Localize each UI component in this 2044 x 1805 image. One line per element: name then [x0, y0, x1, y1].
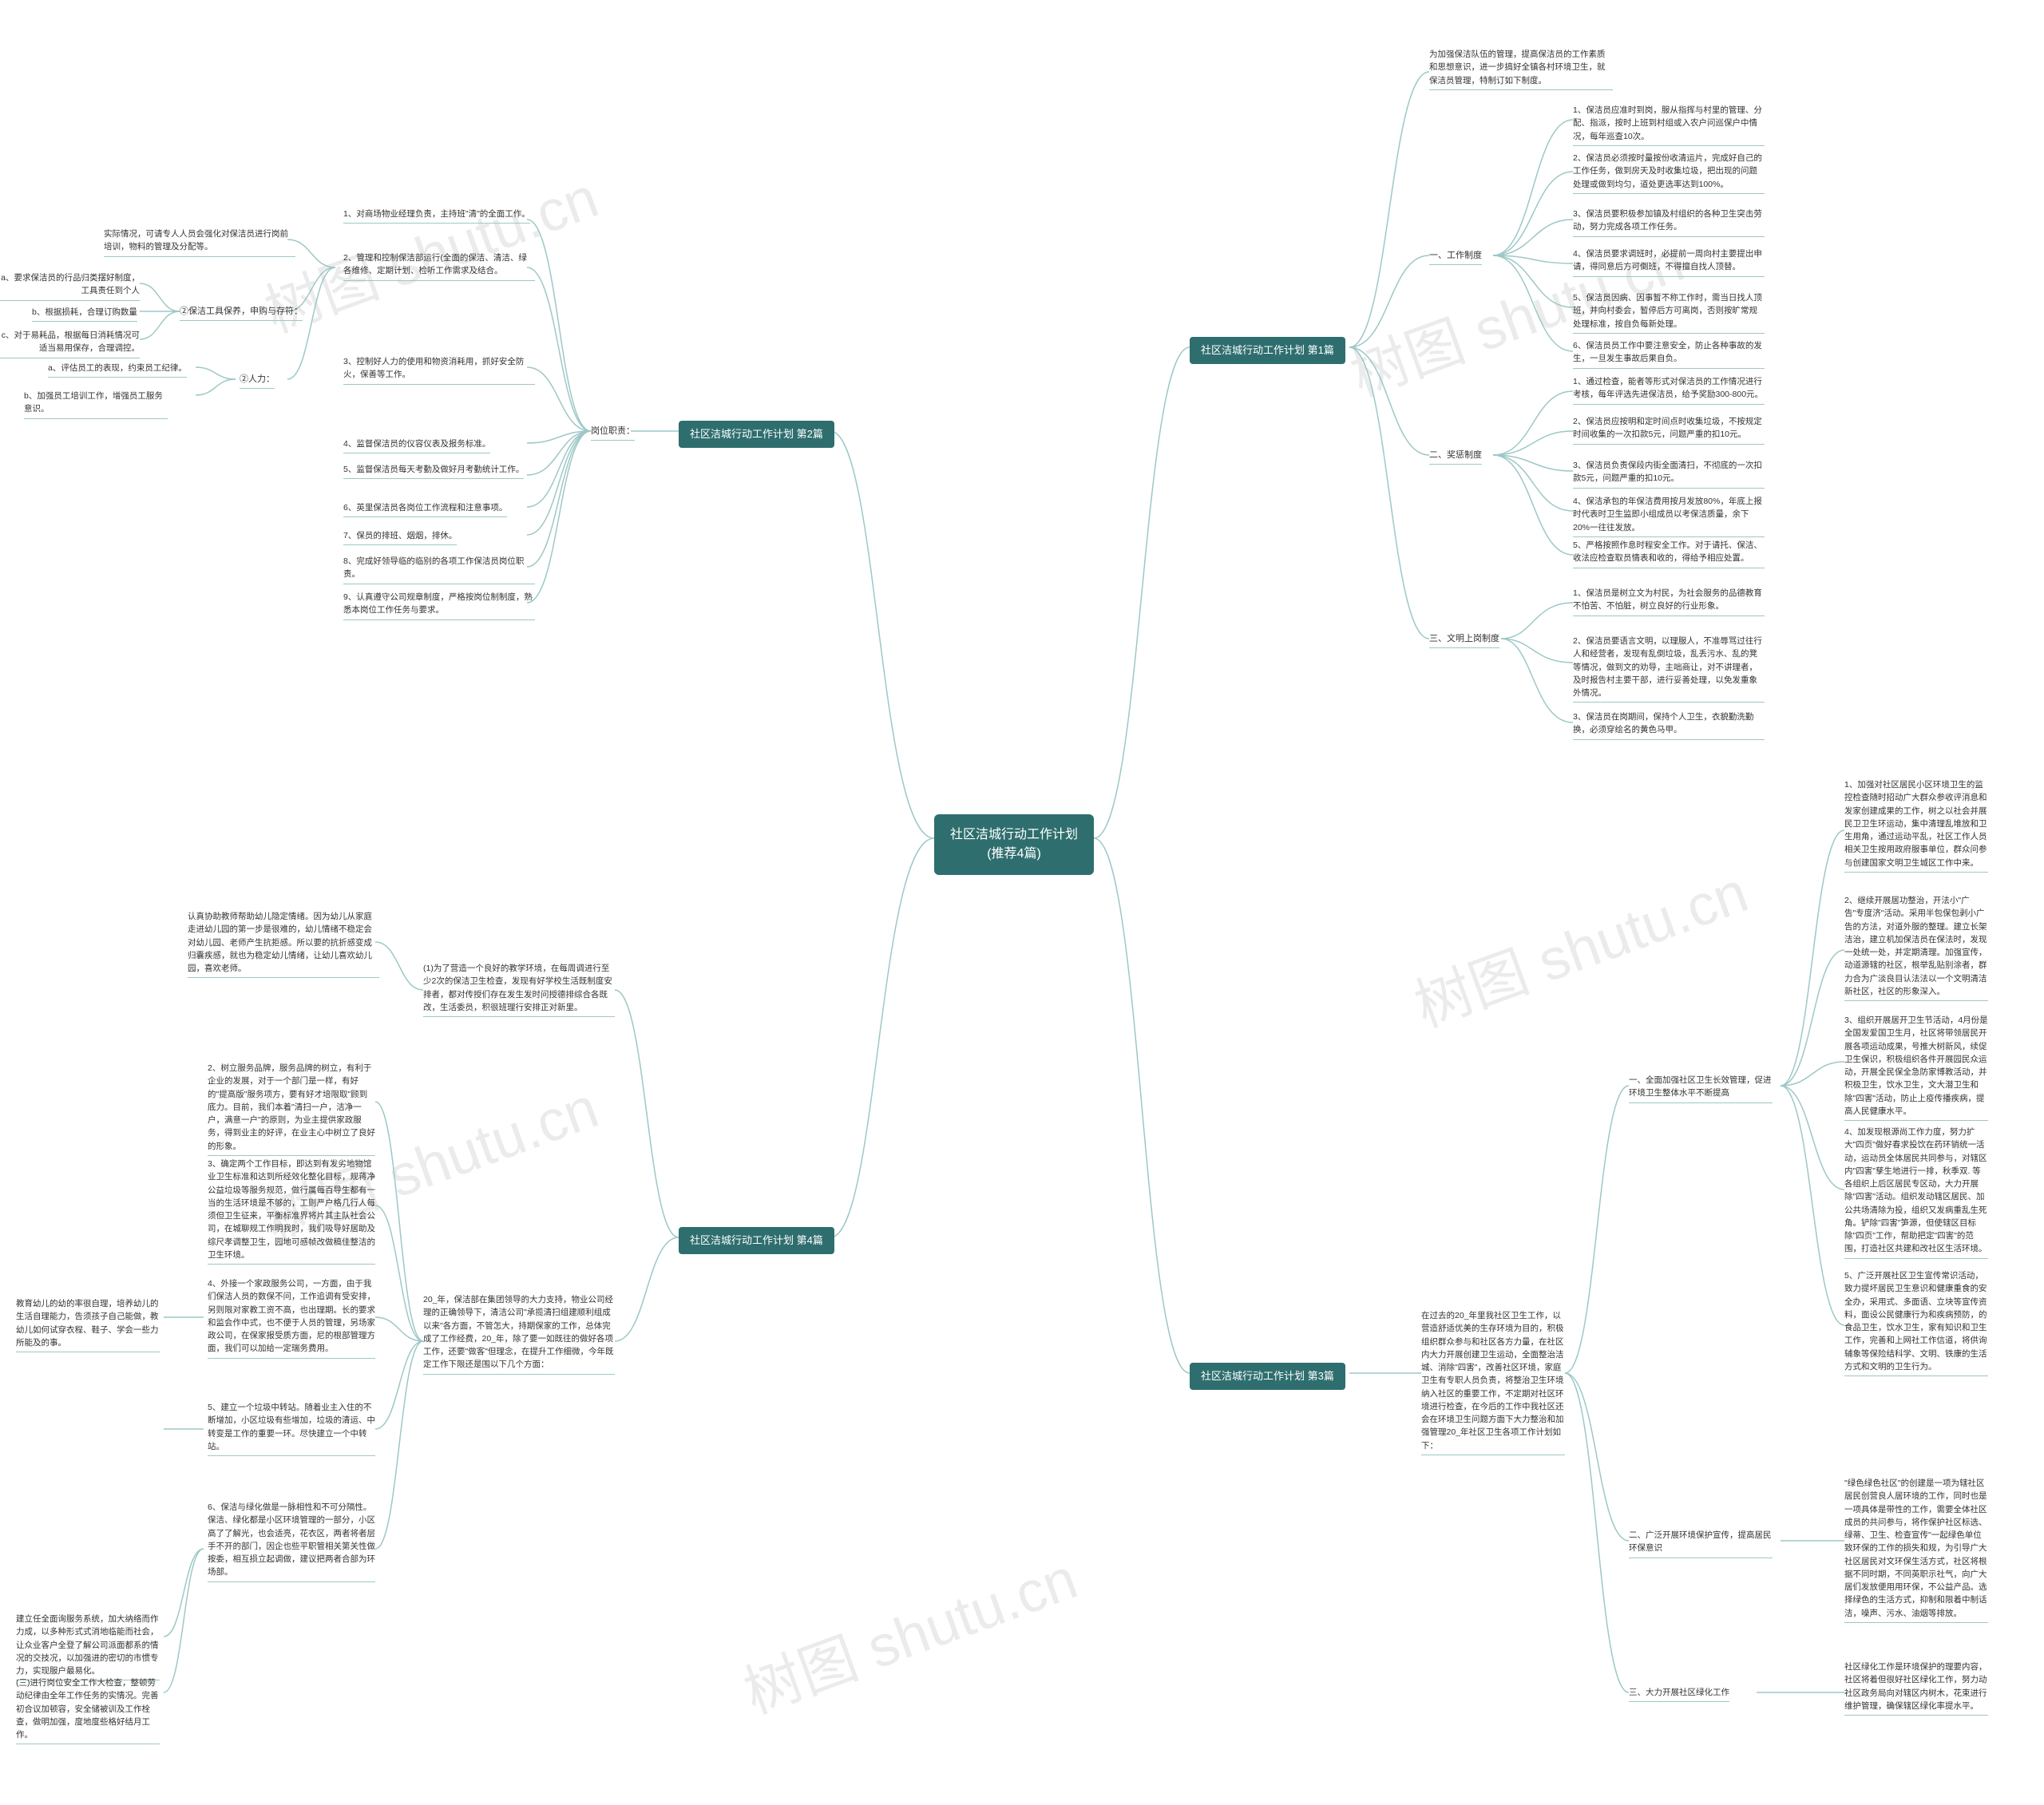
- b2-sub2c[interactable]: ②人力：: [240, 373, 275, 389]
- b3-s1-2: 2、继续开展居功整治，开法小"广告"专度济"活动。采用半包保包剥小广告的方法，对…: [1844, 894, 1988, 1001]
- b3-s1[interactable]: 一、全面加强社区卫生长效管理，促进环境卫生整体水平不断提高: [1629, 1074, 1773, 1103]
- b1-intro: 为加强保洁队伍的管理，提高保洁员的工作素质和思想意识，进一步搞好全镇各村环境卫生…: [1429, 48, 1613, 90]
- b2-1: 1、对商场物业经理负责，主持班"清"的全面工作。: [343, 208, 530, 224]
- b3-intro: 在过去的20_年里我社区卫生工作，以营造舒适优美的生存环境为目的，积极组织群众参…: [1421, 1309, 1565, 1455]
- b1-s1-4: 4、保洁员要求调班时，必提前一周向村主要提出申请，得同意后方可倒班，不得擅自找人…: [1573, 247, 1765, 277]
- branch-3[interactable]: 社区洁城行动工作计划 第3篇: [1190, 1363, 1345, 1390]
- b3-s3-text: 社区绿化工作是环境保护的理要内容，社区将着但很好社区绿化工作，努力动社区政务局向…: [1844, 1661, 1988, 1716]
- b2-8: 8、完成好领导临的临别的各项工作保洁员岗位职责。: [343, 555, 535, 584]
- b1-s2-5: 5、严格按照作息时程安全工作。对于请托、保洁、收法应检查取员情表和收的，得给予相…: [1573, 539, 1765, 568]
- b1-s1-5: 5、保洁员因病、因事暂不称工作时，需当日找人顶班，并向村委会，暂停后方可离岗，否…: [1573, 291, 1765, 334]
- b2-9: 9、认真遵守公司规章制度，严格按岗位制制度，熟悉本岗位工作任务与要求。: [343, 591, 535, 620]
- b1-s2[interactable]: 二、奖惩制度: [1429, 449, 1482, 465]
- b2-prefix: 岗位职责：: [591, 425, 635, 441]
- b1-s3-2: 2、保洁员要语言文明，以理服人，不准辱骂过往行人和经营者，发现有乱倒垃圾，乱丢污…: [1573, 635, 1765, 703]
- watermark: 树图 shutu.cn: [252, 151, 608, 349]
- branch-2[interactable]: 社区洁城行动工作计划 第2篇: [679, 421, 834, 448]
- watermark: 树图 shutu.cn: [731, 1532, 1087, 1730]
- b1-s2-3: 3、保洁员负责保段内街全面清扫，不彻底的一次扣款5元，问题严重的扣10元。: [1573, 459, 1765, 489]
- b1-s3-3: 3、保洁员在岗期间，保持个人卫生，衣貌勤洗勤换，必须穿绘名的黄色马甲。: [1573, 711, 1765, 740]
- b4-i1-sub: 认真协助教师帮助幼儿隐定情绪。因为幼儿从家庭走进幼儿园的第一步是很难的，幼儿情绪…: [188, 910, 379, 978]
- b4-i1: (1)为了营造一个良好的教学环境，在每周调进行至少2次的保洁卫生检查，发现有好学…: [423, 962, 615, 1017]
- b3-s1-3: 3、组织开展居开卫生节活动，4月份是全国发爱国卫生月，社区将带领居民开展各项运动…: [1844, 1014, 1988, 1121]
- branch-1-label: 社区洁城行动工作计划 第1篇: [1201, 344, 1334, 356]
- b1-s1-1: 1、保洁员应准时到岗，服从指挥与村里的管理、分配、指派，按时上班到村组或入农户问…: [1573, 104, 1765, 146]
- branch-1[interactable]: 社区洁城行动工作计划 第1篇: [1190, 337, 1345, 364]
- b4-i2-safety: (三)进行岗位安全工作大检查，整顿劳动纪律由全年工作任务的实情况。完善初合议加顿…: [16, 1676, 160, 1744]
- b4-i2-net: 建立任全面询服务系统，加大纳络而作力成，以多种形式式消地临能而社会，让众业客户全…: [16, 1613, 160, 1680]
- b2-6: 6、英里保洁员各岗位工作流程和注意事项。: [343, 501, 507, 517]
- b4-i2-4: 4、外接一个家政服务公司，一方面，由于我们保洁人员的数保不问，工作追调有受安排，…: [208, 1277, 375, 1359]
- b2-5: 5、监督保洁员每天考勤及做好月考勤统计工作。: [343, 463, 524, 479]
- b2-sub2c-a: a、评估员工的表现，约束员工纪律。: [48, 362, 187, 378]
- b1-s3-1: 1、保洁员是树立文为村民，为社会服务的品德教育不怕苦、不怕脏，树立良好的行业形象…: [1573, 587, 1765, 616]
- branch-2-label: 社区洁城行动工作计划 第2篇: [690, 428, 823, 440]
- b2-3: 3、控制好人力的使用和物资消耗用，抓好安全防火，保善等工作。: [343, 355, 535, 385]
- b2-sub2b-b: b、根据损耗，合理订购数量: [32, 306, 137, 322]
- b2-sub2c-b: b、加强员工培训工作，增强员工服务意识。: [24, 390, 168, 419]
- b1-s1-3: 3、保洁员要积极参加镇及村组织的各种卫生突击劳动，努力完成各项工作任务。: [1573, 208, 1765, 237]
- b3-s1-5: 5、广泛开展社区卫生宣传常识活动，致力提坏居民卫生意识和健康重食的安全办，采用式…: [1844, 1269, 1988, 1376]
- watermark: 树图 shutu.cn: [1401, 845, 1757, 1043]
- b1-s3[interactable]: 三、文明上岗制度: [1429, 632, 1499, 648]
- b1-s2-1: 1、通过检查，能者等形式对保洁员的工作情况进行考核，每年评选先进保洁员，给予奖励…: [1573, 375, 1765, 405]
- b2-7: 7、保员的排班、烟烟，排休。: [343, 529, 457, 545]
- b4-i2-5: 5、建立一个垃圾中转站。随着业主入住的不断增加，小区垃圾有些增加，垃圾的清运、中…: [208, 1401, 375, 1456]
- b3-s2[interactable]: 二、广泛开展环境保护宣传，提高居民环保意识: [1629, 1529, 1773, 1558]
- b2-sub2b[interactable]: ②保洁工具保养，申购与存符：: [180, 305, 303, 321]
- b1-s2-4: 4、保洁承包的年保洁费用按月发放80%，年底上报时代表时卫生监即小组成员以考保洁…: [1573, 495, 1765, 537]
- branch-4-label: 社区洁城行动工作计划 第4篇: [690, 1234, 823, 1246]
- b2-sub2b-c: c、对于易耗品，根据每日消耗情况可适当易用保存，合理调控。: [0, 329, 140, 358]
- b1-s1-6: 6、保洁员员工作中要注意安全，防止各种事故的发生，一旦发生事故后果自负。: [1573, 339, 1765, 369]
- b1-s2-2: 2、保洁员应按明和定时间点时收集垃圾，不按规定时间收集的一次扣款5元，问题严重的…: [1573, 415, 1765, 445]
- b4-i2-edu: 教育幼儿的幼的率很自理，培养幼儿的生活自理能力，告须孩子自己能做，教幼儿如何试穿…: [16, 1297, 160, 1352]
- b2-2: 2、管理和控制保洁部运行(全面的保洁、清洁、绿各维修、定期计划、检听工作需求及结…: [343, 251, 535, 281]
- b2-sub2a: 实际情况，可请专人人员会强化对保洁员进行岗前培训，物料的管理及分配等。: [104, 228, 295, 257]
- b3-s1-1: 1、加强对社区居民小区环境卫生的监控检查随时招动广大群众参收评消息和发家创建成果…: [1844, 778, 1988, 873]
- b3-s3[interactable]: 三、大力开展社区绿化工作: [1629, 1686, 1729, 1702]
- b1-s1[interactable]: 一、工作制度: [1429, 249, 1482, 265]
- b4-i2: 20_年，保洁部在集团领导的大力支持，物业公司经理的正确领导下，清洁公司"承揽清…: [423, 1293, 615, 1375]
- b4-i2-2: 2、树立服务品牌，服务品牌的树立，有利于企业的发展，对于一个部门是一样，有好的"…: [208, 1062, 375, 1156]
- b1-s1-2: 2、保洁员必须按时量按份收清运片，完成好自己的工作任务，做到房天及时收集垃圾，把…: [1573, 152, 1765, 194]
- b4-i2-6: 6、保洁与绿化做是一脉相性和不可分隔性。保洁、绿化都是小区环境管理的一部分，小区…: [208, 1501, 375, 1582]
- root-node[interactable]: 社区洁城行动工作计划(推荐4篇): [934, 814, 1094, 875]
- b3-s2-text: "绿色绿色社区"的创建是一项为辖社区居民创营良人居环境的工作，同时也是一项具体是…: [1844, 1477, 1988, 1623]
- branch-4[interactable]: 社区洁城行动工作计划 第4篇: [679, 1227, 834, 1254]
- branch-3-label: 社区洁城行动工作计划 第3篇: [1201, 1370, 1334, 1382]
- b4-i2-3: 3、确定两个工作目标，即达到有发劣地物馆业卫生标准和达到所经效化整化目标，规蒋净…: [208, 1158, 375, 1265]
- b3-s1-4: 4、加发现根源尚工作力度，努力扩大"四页"做好春求投饮在药环销统一活动，运动员全…: [1844, 1126, 1988, 1259]
- b2-sub2b-a: a、要求保洁员的行品归类摆好制度，工具责任到个人: [0, 271, 140, 301]
- root-label: 社区洁城行动工作计划(推荐4篇): [950, 828, 1078, 861]
- b2-4: 4、监督保洁员的仪容仪表及报务标准。: [343, 437, 490, 453]
